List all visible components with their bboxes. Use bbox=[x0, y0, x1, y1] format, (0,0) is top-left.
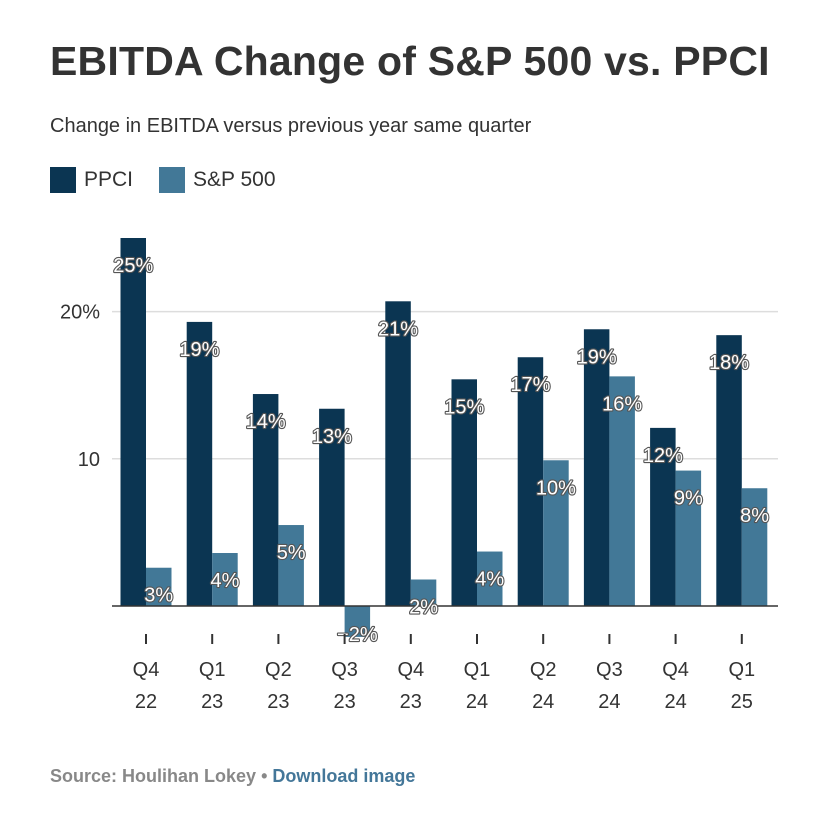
x-tick-label-year-8: 24 bbox=[664, 691, 686, 713]
bar-ppci-4 bbox=[385, 301, 411, 606]
y-tick-label-0: 10 bbox=[78, 449, 100, 471]
x-tick-label-year-6: 24 bbox=[532, 691, 554, 713]
legend-label-ppci: PPCI bbox=[84, 168, 134, 191]
bar-ppci-5 bbox=[451, 379, 477, 606]
x-tick-label-year-9: 25 bbox=[731, 691, 753, 713]
bar-sp500-3 bbox=[344, 606, 371, 637]
data-label-ppci-8: 12% bbox=[643, 445, 683, 467]
data-label-ppci-0: 25% bbox=[113, 255, 153, 277]
y-tick-label-1: 20% bbox=[60, 302, 100, 324]
bar-sp500-4 bbox=[410, 579, 437, 606]
data-label-ppci-4: 21% bbox=[378, 318, 418, 340]
x-tick-label-year-4: 23 bbox=[400, 691, 422, 713]
bar-ppci-9 bbox=[716, 335, 742, 606]
data-label-ppci-6: 17% bbox=[510, 374, 550, 396]
x-tick-label-year-0: 22 bbox=[135, 691, 157, 713]
x-tick-label-quarter-0: Q4 bbox=[133, 659, 160, 681]
bar-chart: 10 20% 25% 3% 19% 4% 14% 5% 13% −2% 21% 2% 15% 4% 17% 1… bbox=[60, 238, 778, 713]
bar-sp500-6 bbox=[543, 460, 569, 606]
bar-ppci-2 bbox=[252, 394, 279, 606]
x-tick-label-quarter-6: Q2 bbox=[530, 659, 557, 681]
legend-label-sp500: S&P 500 bbox=[193, 168, 276, 191]
source-text: Source: Houlihan Lokey bbox=[50, 766, 257, 786]
data-label-sp500-1: 4% bbox=[210, 570, 239, 592]
data-label-ppci-9: 18% bbox=[709, 352, 749, 374]
x-tick-label-quarter-5: Q1 bbox=[464, 659, 491, 681]
bar-sp500-5 bbox=[477, 551, 503, 606]
legend: PPCI S&P 500 bbox=[50, 167, 302, 193]
bar-ppci-3 bbox=[319, 408, 345, 606]
chart-subtitle: Change in EBITDA versus previous year sa… bbox=[50, 115, 532, 137]
x-tick-label-year-1: 23 bbox=[201, 691, 223, 713]
x-tick-label-year-7: 24 bbox=[598, 691, 620, 713]
x-tick-label-quarter-9: Q1 bbox=[728, 659, 755, 681]
data-label-ppci-5: 15% bbox=[444, 396, 484, 418]
x-tick-label-year-3: 23 bbox=[333, 691, 355, 713]
bar-sp500-1 bbox=[212, 553, 238, 606]
x-tick-label-quarter-3: Q3 bbox=[331, 659, 358, 681]
data-label-sp500-6: 10% bbox=[536, 477, 576, 499]
x-tick-label-quarter-4: Q4 bbox=[397, 659, 424, 681]
data-label-sp500-5: 4% bbox=[475, 569, 504, 591]
data-label-ppci-7: 19% bbox=[577, 346, 617, 368]
x-tick-label-quarter-7: Q3 bbox=[596, 659, 623, 681]
footer: Source: Houlihan Lokey • Download image bbox=[50, 766, 415, 787]
bar-sp500-2 bbox=[278, 525, 304, 606]
legend-item-sp500: S&P 500 bbox=[159, 167, 276, 193]
bar-ppci-8 bbox=[650, 427, 676, 606]
data-label-sp500-8: 9% bbox=[674, 488, 703, 510]
data-label-ppci-2: 14% bbox=[246, 411, 286, 433]
footer-separator: • bbox=[261, 766, 268, 786]
data-label-sp500-0: 3% bbox=[144, 585, 173, 607]
x-tick-label-quarter-1: Q1 bbox=[199, 659, 226, 681]
x-tick-label-quarter-8: Q4 bbox=[662, 659, 689, 681]
bar-sp500-9 bbox=[741, 488, 768, 606]
bar-ppci-0 bbox=[120, 238, 146, 606]
data-label-sp500-7: 16% bbox=[602, 393, 642, 415]
bar-ppci-7 bbox=[583, 329, 610, 606]
legend-swatch-ppci bbox=[50, 167, 76, 193]
data-label-sp500-2: 5% bbox=[277, 542, 306, 564]
data-label-ppci-1: 19% bbox=[179, 339, 219, 361]
bar-sp500-8 bbox=[675, 470, 702, 606]
x-tick-label-year-5: 24 bbox=[466, 691, 488, 713]
data-label-sp500-3: −2% bbox=[337, 624, 378, 646]
bar-sp500-7 bbox=[609, 376, 635, 606]
download-image-link[interactable]: Download image bbox=[272, 766, 416, 786]
data-label-sp500-4: 2% bbox=[409, 597, 438, 619]
legend-swatch-sp500 bbox=[159, 167, 186, 193]
x-tick-label-year-2: 23 bbox=[267, 691, 289, 713]
bar-sp500-0 bbox=[146, 567, 172, 606]
data-label-sp500-9: 8% bbox=[740, 505, 769, 527]
x-tick-label-quarter-2: Q2 bbox=[265, 659, 292, 681]
bar-ppci-6 bbox=[517, 357, 544, 606]
chart-title: EBITDA Change of S&P 500 vs. PPCI bbox=[50, 38, 770, 84]
data-label-ppci-3: 13% bbox=[312, 426, 352, 448]
bar-ppci-1 bbox=[186, 321, 213, 606]
legend-item-ppci: PPCI bbox=[50, 167, 133, 193]
